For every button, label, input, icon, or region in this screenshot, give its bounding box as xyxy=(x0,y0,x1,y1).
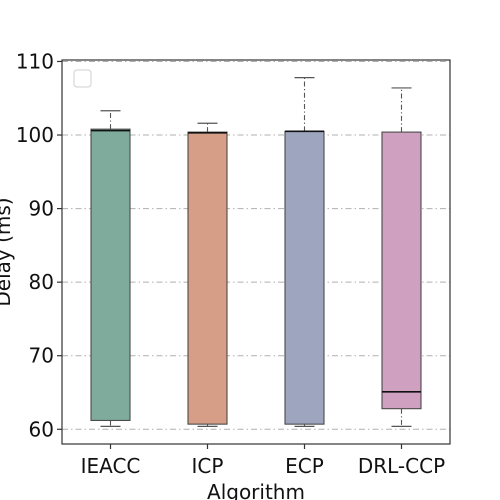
y-tick-label: 80 xyxy=(29,270,54,294)
x-axis-ticks: IEACC ICP ECP DRL-CCP xyxy=(81,444,445,478)
y-axis-ticks: 60 70 80 90 100 110 xyxy=(16,49,62,441)
grid-lines xyxy=(62,60,450,430)
y-tick-label: 100 xyxy=(16,123,54,147)
x-tick-label: ICP xyxy=(192,454,224,478)
boxes xyxy=(90,77,422,427)
box-body xyxy=(90,128,131,422)
y-tick-label: 110 xyxy=(16,49,54,73)
box-ecp xyxy=(284,77,325,427)
y-tick-label: 70 xyxy=(29,344,54,368)
legend-box xyxy=(73,69,92,88)
x-tick-label: ECP xyxy=(285,454,324,478)
x-tick-label: IEACC xyxy=(81,454,141,478)
box-body xyxy=(284,130,325,425)
box-body xyxy=(381,131,422,410)
y-tick-label: 90 xyxy=(29,197,54,221)
y-axis-title: Delay (ms) xyxy=(0,197,15,306)
x-axis-title: Algorithm xyxy=(207,480,305,500)
box-ieacc xyxy=(90,110,131,427)
y-tick-label: 60 xyxy=(29,417,54,441)
box-icp xyxy=(187,122,228,427)
x-tick-label: DRL-CCP xyxy=(358,454,445,478)
plot-frame xyxy=(61,59,451,445)
box-drl-ccp xyxy=(381,87,422,427)
box-body xyxy=(187,131,228,425)
